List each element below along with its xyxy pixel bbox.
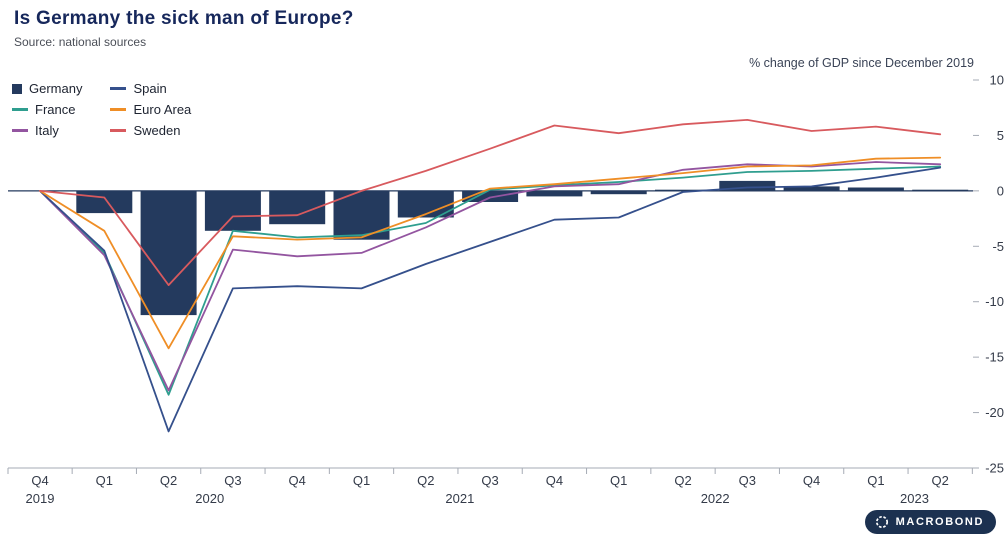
bar-germany [719,180,776,191]
bar-germany [783,186,840,191]
x-tick-label: Q4 [546,473,563,488]
x-year-label: 2021 [445,491,474,506]
x-tick-label: Q2 [932,473,949,488]
legend-label: France [35,102,76,117]
x-tick-label: Q4 [289,473,306,488]
y-tick-label: 5 [997,128,1004,143]
bar-germany [140,190,197,316]
x-year-label: 2020 [195,491,224,506]
legend-swatch-italy [12,129,28,132]
x-tick-label: Q4 [803,473,820,488]
page-title: Is Germany the sick man of Europe? [14,8,354,29]
bar-germany [655,189,711,191]
bar-germany [590,190,647,195]
bar-germany [204,190,261,231]
legend-label: Germany [29,81,83,96]
legend-swatch-sweden [110,129,127,132]
x-tick-label: Q1 [867,473,884,488]
macrobond-logo: MACROBOND [864,510,996,534]
macrobond-logo-text: MACROBOND [895,516,984,528]
y-tick-label: -25 [985,461,1004,476]
legend-item-france: France [12,99,82,120]
y-tick-label: 10 [990,73,1004,88]
macrobond-circle-icon [875,515,888,529]
line-sweden [39,119,942,287]
legend-item-spain: Spain [110,78,191,99]
y-tick-label: -5 [992,239,1004,254]
x-tick-label: Q1 [610,473,627,488]
x-year-label: 2019 [26,491,55,506]
bar-germany [526,190,583,197]
x-tick-label: Q2 [160,473,177,488]
legend: Germany France Italy Spain Euro Area Sweden [12,78,191,141]
legend-item-euro-area: Euro Area [110,99,191,120]
source-note: Source: national sources [14,35,147,49]
legend-item-germany: Germany [12,78,82,99]
legend-swatch-euro-area [110,108,127,111]
y-tick-label: 0 [997,183,1004,198]
legend-label: Sweden [133,123,181,138]
x-tick-label: Q1 [96,473,113,488]
x-tick-label: Q2 [674,473,691,488]
bar-germany [76,190,133,214]
bar-germany [912,189,969,191]
legend-label: Euro Area [133,102,192,117]
x-tick-label: Q3 [739,473,756,488]
legend-swatch-spain [110,87,127,90]
legend-swatch-germany [12,83,22,94]
x-tick-label: Q3 [481,473,498,488]
x-year-label: 2023 [900,491,929,506]
axis-note: % change of GDP since December 2019 [749,56,974,70]
x-tick-label: Q3 [224,473,241,488]
legend-swatch-france [12,108,28,111]
line-spain [39,166,942,433]
x-tick-label: Q4 [31,473,48,488]
legend-item-sweden: Sweden [110,120,191,141]
legend-label: Spain [133,81,167,96]
legend-item-italy: Italy [12,120,82,141]
x-tick-label: Q2 [417,473,434,488]
x-year-label: 2022 [701,491,730,506]
y-tick-label: -15 [985,350,1004,365]
line-france [39,165,942,396]
line-euro-area [39,156,942,350]
bar-germany [462,190,519,202]
y-tick-label: -10 [985,294,1004,309]
x-tick-label: Q1 [353,473,370,488]
y-tick-label: -20 [985,405,1004,420]
legend-label: Italy [35,123,59,138]
bar-germany [847,187,904,191]
